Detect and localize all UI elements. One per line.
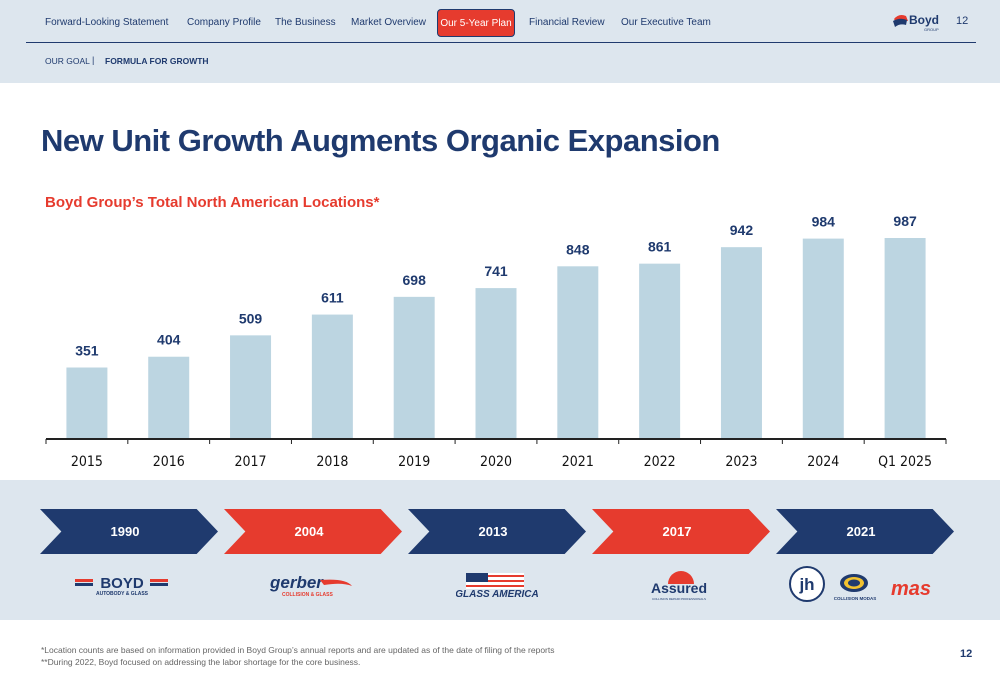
locations-bar-chart: 351 2015 404 2016 509 2017 611 2018 698 2019 741 20… <box>45 213 947 470</box>
svg-text:GROUP: GROUP <box>924 27 939 32</box>
mas-logo: mas <box>891 578 931 600</box>
nav-financial-review[interactable]: Financial Review <box>529 16 605 28</box>
footnote-2: **During 2022, Boyd focused on addressin… <box>41 657 361 667</box>
chart-subtitle: Boyd Group’s Total North American Locati… <box>45 194 380 211</box>
data-label-2019: 698 <box>403 272 427 288</box>
data-label-2024: 984 <box>812 214 836 230</box>
jh-logo: jh <box>789 566 825 602</box>
nav-divider <box>26 42 976 43</box>
svg-text:AUTOBODY & GLASS: AUTOBODY & GLASS <box>96 591 149 597</box>
breadcrumb-section[interactable]: OUR GOAL <box>45 56 90 66</box>
breadcrumb-page: FORMULA FOR GROWTH <box>105 56 209 66</box>
x-tick-label-2023: 2023 <box>725 454 757 470</box>
boyd-group-logo[interactable]: Boyd GROUP <box>891 11 947 33</box>
page-number-bottom: 12 <box>960 648 973 660</box>
x-tick-label-2015: 2015 <box>71 454 103 470</box>
nav-company-profile[interactable]: Company Profile <box>187 16 261 28</box>
bar-2018 <box>311 314 353 439</box>
svg-text:GLASS AMERICA: GLASS AMERICA <box>456 589 538 600</box>
data-label-2017: 509 <box>239 310 263 326</box>
svg-text:gerber: gerber <box>269 573 324 592</box>
timeline-arrow-2004: 2004 <box>224 509 402 554</box>
x-tick-label-2018: 2018 <box>316 454 348 470</box>
bar-q1-2025 <box>884 238 926 439</box>
x-tick-label-2020: 2020 <box>480 454 512 470</box>
svg-text:COLLISION REPAIR PROFESSIONALS: COLLISION REPAIR PROFESSIONALS <box>652 597 706 601</box>
svg-text:COLLISION MODAS: COLLISION MODAS <box>834 596 877 601</box>
nav-forward-looking[interactable]: Forward-Looking Statement <box>45 16 169 28</box>
collision-modas-logo: COLLISION MODAS <box>834 574 877 601</box>
bar-2021 <box>557 266 599 439</box>
data-label-2023: 942 <box>730 222 754 238</box>
bar-2023 <box>720 247 762 439</box>
timeline-arrow-1990: 1990 <box>40 509 218 554</box>
assured-logo: Assured COLLISION REPAIR PROFESSIONALS <box>651 571 707 601</box>
x-tick-label-2016: 2016 <box>153 454 185 470</box>
data-label-2022: 861 <box>648 239 672 255</box>
data-label-2015: 351 <box>75 343 99 359</box>
svg-text:COLLISION & GLASS: COLLISION & GLASS <box>282 592 334 598</box>
bar-2024 <box>802 238 844 439</box>
nav-5-year-plan[interactable]: Our 5-Year Plan <box>437 9 515 37</box>
glass-america-logo: GLASS AMERICA <box>456 573 538 600</box>
svg-text:Boyd: Boyd <box>909 13 939 27</box>
data-label-2016: 404 <box>157 332 181 348</box>
bar-2015 <box>66 367 108 439</box>
x-tick-label-2019: 2019 <box>398 454 430 470</box>
data-label-q1-2025: 987 <box>893 213 917 229</box>
x-tick-label-2021: 2021 <box>562 454 594 470</box>
bar-2020 <box>475 288 517 439</box>
x-tick-label-2017: 2017 <box>235 454 267 470</box>
nav-the-business[interactable]: The Business <box>275 16 336 28</box>
svg-text:mas: mas <box>891 578 931 600</box>
footnote-1: *Location counts are based on informatio… <box>41 645 555 655</box>
bar-2019 <box>393 296 435 439</box>
bar-2022 <box>639 263 681 439</box>
breadcrumb-separator: | <box>92 55 95 65</box>
x-tick-label-q1-2025: Q1 2025 <box>878 454 932 470</box>
svg-text:BOYD: BOYD <box>100 575 144 592</box>
svg-text:Assured: Assured <box>651 580 707 596</box>
nav-executive-team[interactable]: Our Executive Team <box>621 16 711 28</box>
boyd-autobody-logo: BOYD AUTOBODY & GLASS <box>75 575 168 597</box>
page-title: New Unit Growth Augments Organic Expansi… <box>41 123 720 158</box>
timeline-arrow-2021: 2021 <box>776 509 954 554</box>
data-label-2018: 611 <box>321 290 344 306</box>
data-label-2021: 848 <box>566 241 590 257</box>
bar-2017 <box>230 335 272 439</box>
x-tick-label-2022: 2022 <box>644 454 676 470</box>
page-number-top: 12 <box>956 15 969 27</box>
nav-market-overview[interactable]: Market Overview <box>351 16 427 28</box>
svg-text:jh: jh <box>798 575 814 594</box>
timeline-arrow-2017: 2017 <box>592 509 770 554</box>
timeline-arrow-2013: 2013 <box>408 509 586 554</box>
x-tick-label-2024: 2024 <box>807 454 839 470</box>
data-label-2020: 741 <box>484 263 508 279</box>
gerber-logo: gerber COLLISION & GLASS <box>269 573 352 598</box>
bar-2016 <box>148 356 190 439</box>
